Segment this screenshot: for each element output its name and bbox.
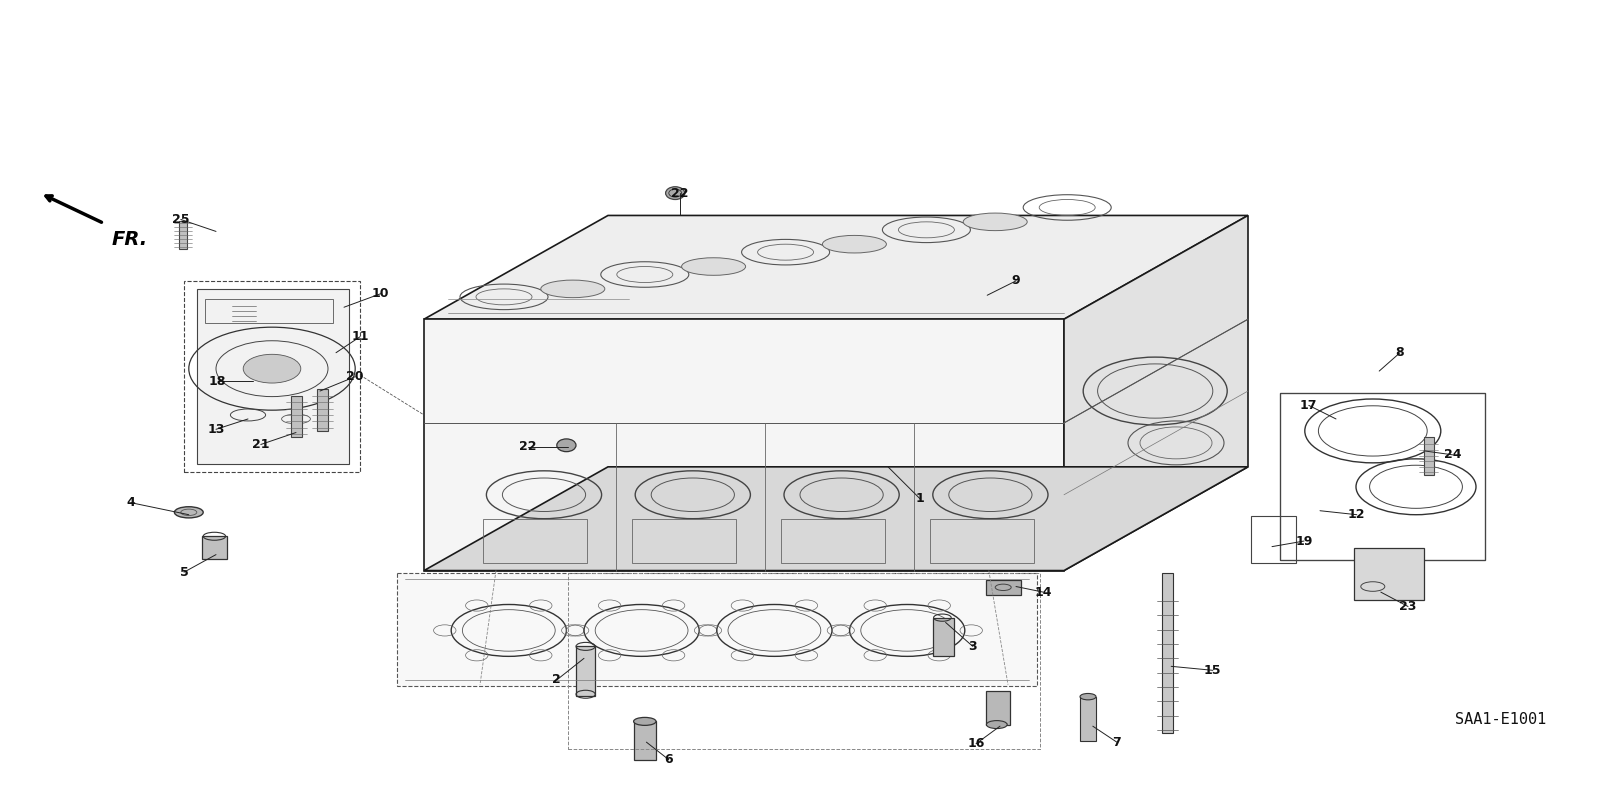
Ellipse shape (682, 258, 746, 275)
Bar (317, 389, 328, 431)
Text: 22: 22 (672, 187, 688, 200)
Bar (1251, 516, 1296, 563)
Bar (1280, 393, 1485, 560)
Ellipse shape (174, 507, 203, 518)
Text: 8: 8 (1395, 346, 1405, 359)
Ellipse shape (541, 280, 605, 298)
Bar (291, 396, 302, 437)
Text: 12: 12 (1349, 508, 1365, 521)
Ellipse shape (1080, 693, 1096, 700)
Text: 13: 13 (208, 423, 224, 436)
Text: 2: 2 (552, 674, 562, 686)
Bar (1162, 573, 1173, 733)
Bar (184, 281, 360, 472)
Polygon shape (197, 289, 349, 464)
Text: 20: 20 (347, 370, 363, 383)
Polygon shape (424, 319, 1064, 571)
Bar (205, 299, 333, 323)
Text: 22: 22 (520, 440, 536, 453)
Text: 14: 14 (1035, 586, 1051, 598)
Bar (986, 691, 1010, 725)
Ellipse shape (666, 187, 685, 200)
Text: 15: 15 (1205, 664, 1221, 677)
Bar (1424, 437, 1434, 475)
Bar (930, 519, 1034, 563)
Text: SAA1-E1001: SAA1-E1001 (1454, 713, 1547, 727)
Bar (483, 519, 587, 563)
Ellipse shape (822, 235, 886, 253)
Text: 7: 7 (1112, 736, 1122, 749)
Bar (933, 618, 954, 656)
Bar (179, 221, 187, 249)
Bar (568, 573, 1040, 749)
Bar (634, 721, 656, 760)
Text: 11: 11 (352, 330, 368, 343)
Ellipse shape (963, 213, 1027, 231)
Polygon shape (397, 573, 1037, 686)
Bar (1080, 697, 1096, 741)
Ellipse shape (557, 439, 576, 452)
Text: 18: 18 (210, 375, 226, 388)
Text: 1: 1 (915, 492, 925, 505)
Ellipse shape (634, 717, 656, 725)
Ellipse shape (986, 721, 1008, 729)
Bar (781, 519, 885, 563)
Text: 4: 4 (126, 496, 136, 509)
Polygon shape (1064, 215, 1248, 571)
Text: 17: 17 (1301, 399, 1317, 412)
Text: 19: 19 (1296, 535, 1312, 547)
Text: 23: 23 (1400, 600, 1416, 613)
Text: 24: 24 (1445, 448, 1461, 461)
Polygon shape (1280, 393, 1485, 560)
Bar (576, 646, 595, 696)
Bar (986, 580, 1021, 595)
Text: 16: 16 (968, 737, 984, 750)
Text: 25: 25 (173, 213, 189, 226)
Polygon shape (424, 467, 1248, 571)
Text: 21: 21 (253, 438, 269, 451)
Text: 10: 10 (373, 287, 389, 300)
Bar (1354, 548, 1424, 600)
Bar (632, 519, 736, 563)
Text: 9: 9 (1011, 275, 1021, 287)
Text: 3: 3 (968, 640, 978, 653)
Circle shape (243, 354, 301, 383)
Text: 5: 5 (179, 566, 189, 579)
Polygon shape (424, 215, 1248, 319)
Text: FR.: FR. (112, 230, 149, 249)
Text: 6: 6 (664, 753, 674, 766)
Bar (202, 536, 227, 559)
